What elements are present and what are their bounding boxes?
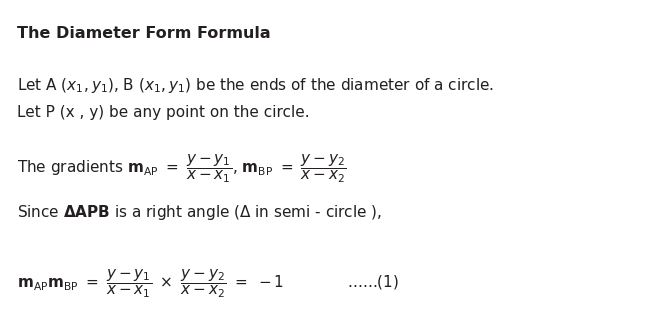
Text: The Diameter Form Formula: The Diameter Form Formula <box>17 26 271 42</box>
Text: Let P (x , y) be any point on the circle.: Let P (x , y) be any point on the circle… <box>17 105 310 120</box>
Text: Let A $(x_1, y_1)$, B $(x_1, y_1)$ be the ends of the diameter of a circle.: Let A $(x_1, y_1)$, B $(x_1, y_1)$ be th… <box>17 76 494 95</box>
Text: The gradients $\mathbf{m}_{\mathrm{AP}}\ =\ \dfrac{y-y_1}{x-x_1}$,$\ \mathbf{m}_: The gradients $\mathbf{m}_{\mathrm{AP}}\… <box>17 152 347 185</box>
Text: $\mathbf{m}_{\mathrm{AP}}\mathbf{m}_{\mathrm{BP}}\ =\ \dfrac{y-y_1}{x-x_1}\ \tim: $\mathbf{m}_{\mathrm{AP}}\mathbf{m}_{\ma… <box>17 267 400 300</box>
Text: Since $\mathbf{\Delta APB}$ is a right angle ($\Delta$ in semi - circle ),: Since $\mathbf{\Delta APB}$ is a right a… <box>17 203 382 222</box>
